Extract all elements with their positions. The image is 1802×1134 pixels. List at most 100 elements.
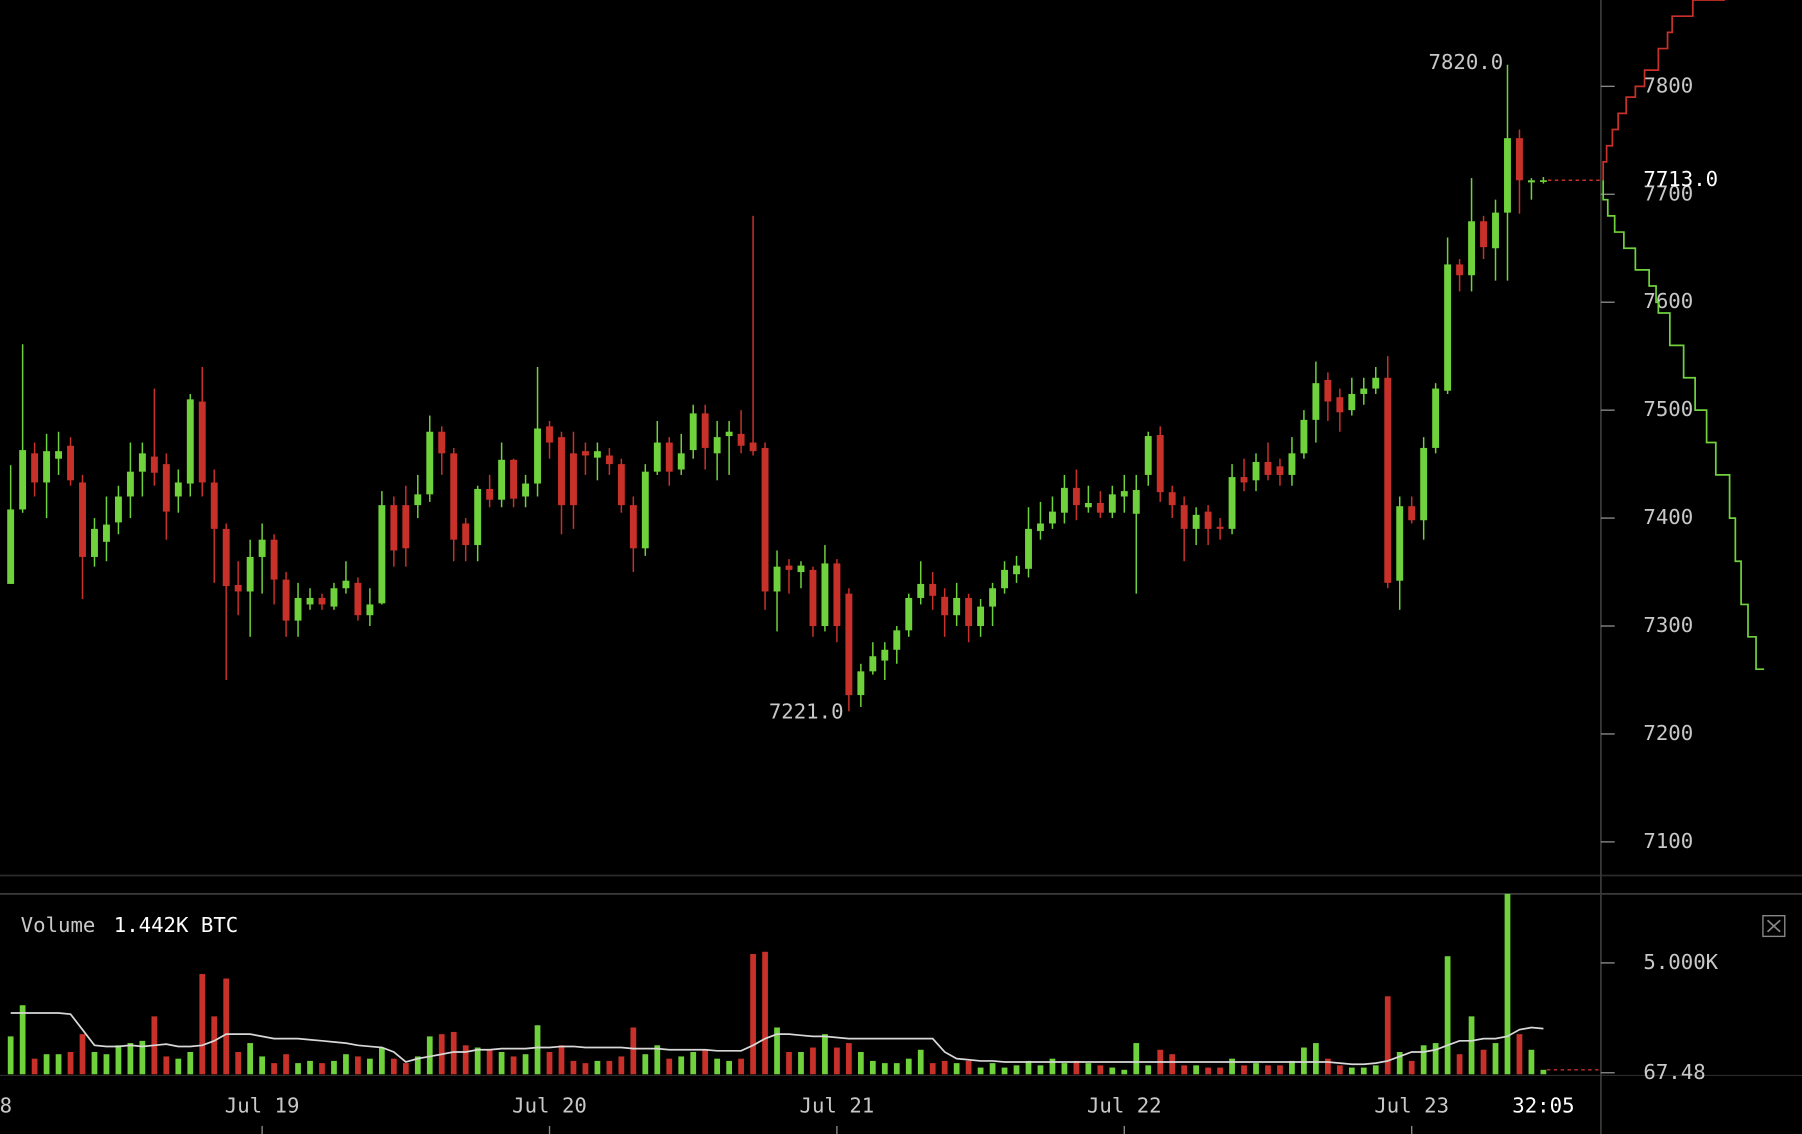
volume-bar	[1360, 1067, 1367, 1075]
x-tick-label: Jul 20	[512, 1093, 587, 1117]
volume-bar	[714, 1058, 721, 1075]
candle-body	[1060, 487, 1068, 513]
volume-bar	[1049, 1058, 1056, 1075]
volume-bar	[1205, 1067, 1211, 1075]
candle-body	[1516, 138, 1523, 181]
candle-body	[330, 588, 338, 607]
candle-body	[641, 471, 649, 549]
volume-bar	[283, 1054, 289, 1075]
last-price-label: 7713.0	[1643, 167, 1718, 191]
candle-body	[713, 437, 721, 454]
volume-bar	[1504, 893, 1511, 1075]
candle-body	[965, 597, 973, 627]
volume-bar	[642, 1054, 649, 1075]
volume-bar	[1001, 1067, 1008, 1075]
candle-body	[605, 455, 613, 465]
candle-body	[1288, 453, 1296, 475]
volume-bar	[1396, 1051, 1403, 1075]
y-tick-label: 7100	[1643, 829, 1693, 853]
volume-bar	[1277, 1065, 1283, 1075]
candle-body	[318, 597, 326, 605]
candle-body	[1360, 388, 1368, 394]
close-button[interactable]	[1762, 915, 1786, 938]
candle-body	[761, 447, 769, 592]
candle-body	[198, 401, 206, 483]
volume-bar	[666, 1058, 673, 1075]
volume-bar	[917, 1049, 924, 1075]
candle-body	[749, 442, 757, 452]
candle-body	[1108, 494, 1116, 513]
volume-bar	[1420, 1045, 1427, 1075]
volume-bar	[654, 1045, 661, 1075]
candle-body	[629, 505, 637, 549]
volume-bar	[1133, 1043, 1140, 1075]
close-icon[interactable]	[1766, 919, 1781, 933]
candle-body	[1276, 466, 1284, 475]
candle-body	[1420, 447, 1428, 521]
candle-body	[617, 464, 625, 506]
candle-body	[294, 597, 302, 621]
volume-bar	[55, 1054, 62, 1075]
volume-bar	[1468, 1016, 1475, 1075]
volume-bar	[558, 1045, 565, 1075]
candle-body	[19, 450, 27, 510]
volume-bar	[247, 1043, 254, 1075]
volume-bar	[331, 1060, 337, 1075]
candle-body	[7, 509, 15, 584]
candle-body	[1048, 511, 1056, 524]
volume-bar	[1025, 1060, 1032, 1075]
volume-bar	[450, 1031, 457, 1075]
volume-bar	[1528, 1049, 1535, 1075]
candle-body	[438, 431, 446, 454]
volume-bar	[929, 1063, 936, 1075]
volume-bar	[462, 1045, 469, 1075]
volume-bar	[989, 1063, 996, 1075]
volume-bar	[1336, 1065, 1343, 1075]
candle-body	[1324, 379, 1332, 402]
candle-body	[486, 488, 494, 500]
candle-body	[1180, 505, 1188, 529]
volume-ma-line	[10, 1012, 1544, 1066]
volume-bar	[834, 1047, 840, 1075]
candle-body	[893, 630, 901, 650]
volume-bar	[163, 1056, 170, 1075]
volume-bar	[402, 1063, 409, 1075]
volume-bar	[1372, 1065, 1379, 1075]
volume-bar	[726, 1060, 733, 1075]
candle-body	[126, 471, 134, 497]
volume-bar	[965, 1060, 972, 1075]
candle-body	[1396, 506, 1404, 581]
volume-bar	[1145, 1065, 1152, 1075]
candle-body	[773, 566, 781, 592]
volume-bar	[1073, 1060, 1080, 1075]
candle-body	[1096, 502, 1104, 513]
candle-body	[1228, 477, 1236, 529]
volume-bar	[1324, 1058, 1331, 1075]
volume-bar	[1181, 1065, 1188, 1075]
candle-body	[1480, 221, 1487, 248]
volume-tick-label: 67.48	[1643, 1060, 1705, 1084]
volume-bar	[510, 1056, 517, 1075]
candle-body	[905, 597, 913, 631]
candle-body	[114, 496, 122, 523]
candle-body	[1348, 393, 1356, 411]
volume-bar	[31, 1058, 38, 1075]
volume-bar	[1109, 1067, 1116, 1075]
volume-bar	[1348, 1067, 1355, 1075]
candle-body	[174, 482, 182, 497]
candle-body	[138, 453, 146, 472]
volume-bar	[702, 1049, 709, 1075]
y-tick-label: 7200	[1643, 721, 1693, 745]
candle-body	[917, 583, 925, 598]
volume-bar	[1121, 1069, 1128, 1075]
close-box[interactable]	[1762, 915, 1786, 938]
volume-bar	[259, 1056, 265, 1075]
volume-bar	[103, 1054, 110, 1075]
volume-bar	[1169, 1054, 1176, 1075]
candle-body	[1084, 502, 1092, 508]
volume-bar	[79, 1034, 86, 1075]
candle-body	[1192, 514, 1200, 529]
candle-body	[570, 453, 577, 506]
